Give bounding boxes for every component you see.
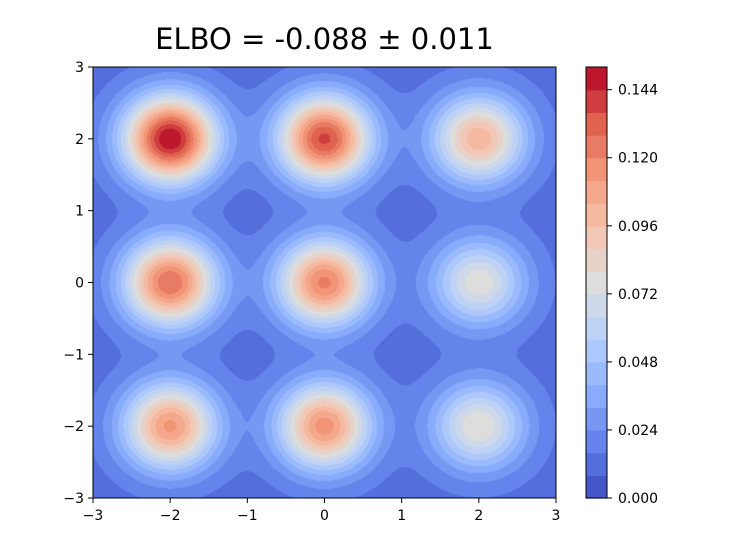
y-tick-label: 3 bbox=[75, 60, 84, 76]
y-tick-label: −2 bbox=[63, 419, 84, 435]
y-tick-label: 1 bbox=[75, 204, 84, 220]
x-tick-label: 0 bbox=[320, 508, 329, 524]
colorbar-band bbox=[586, 384, 607, 408]
colorbar-band bbox=[586, 339, 607, 363]
y-axis: −3 −2 −1 0 1 2 3 bbox=[63, 60, 93, 507]
colorbar-band bbox=[586, 293, 607, 318]
colorbar-band bbox=[586, 361, 607, 386]
colorbar-band bbox=[586, 475, 607, 499]
contour-fill bbox=[93, 67, 556, 498]
colorbar-tick-label: 0.048 bbox=[618, 355, 658, 371]
colorbar-band bbox=[586, 248, 607, 272]
x-tick-label: 1 bbox=[397, 508, 406, 524]
colorbar-tick-label: 0.144 bbox=[618, 83, 658, 99]
y-tick-label: 2 bbox=[75, 132, 84, 148]
colorbar-band bbox=[586, 89, 607, 113]
colorbar-tick-label: 0.024 bbox=[618, 423, 658, 439]
colorbar-band bbox=[586, 135, 607, 159]
colorbar-tick-label: 0.096 bbox=[618, 219, 658, 235]
colorbar-band bbox=[586, 157, 607, 182]
colorbar-band bbox=[586, 271, 607, 295]
colorbar-band bbox=[586, 203, 607, 227]
colorbar-band bbox=[586, 67, 607, 91]
colorbar bbox=[585, 66, 608, 499]
colorbar-band bbox=[586, 407, 607, 431]
colorbar-tick-label: 0.120 bbox=[618, 151, 658, 167]
colorbar-band bbox=[586, 180, 607, 204]
x-tick-label: 3 bbox=[552, 508, 561, 524]
colorbar-frame bbox=[585, 66, 608, 499]
x-tick-label: −1 bbox=[237, 508, 258, 524]
colorbar-band bbox=[586, 429, 607, 454]
x-axis: −3 −2 −1 0 1 2 3 bbox=[83, 498, 561, 524]
colorbar-tick-label: 0.072 bbox=[618, 287, 658, 303]
colorbar-band bbox=[586, 112, 607, 136]
x-tick-label: 2 bbox=[474, 508, 483, 524]
x-tick-label: −3 bbox=[83, 508, 104, 524]
y-tick-label: −3 bbox=[63, 491, 84, 507]
y-tick-label: −1 bbox=[63, 347, 84, 363]
y-tick-label: 0 bbox=[75, 276, 84, 292]
colorbar-band bbox=[586, 316, 607, 340]
x-tick-label: −2 bbox=[160, 508, 181, 524]
colorbar-tick-label: 0.000 bbox=[618, 491, 658, 507]
colorbar-band bbox=[586, 452, 607, 476]
colorbar-band bbox=[586, 225, 607, 250]
plot-area bbox=[92, 66, 557, 499]
chart-title: ELBO = -0.088 ± 0.011 bbox=[155, 22, 494, 56]
colorbar-axis: 0.000 0.024 0.048 0.072 0.096 0.120 0.144 bbox=[607, 83, 658, 507]
